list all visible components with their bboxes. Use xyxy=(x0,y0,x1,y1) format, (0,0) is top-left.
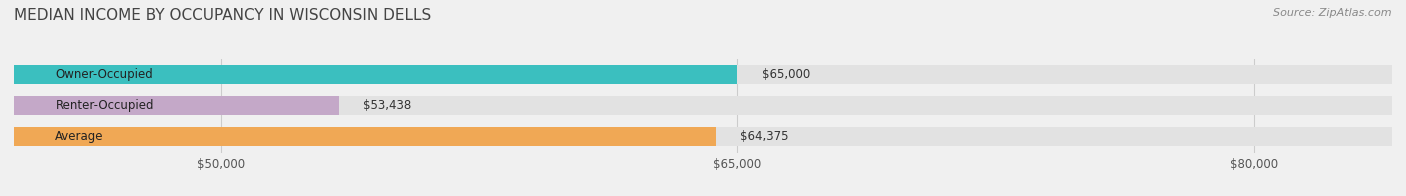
Text: MEDIAN INCOME BY OCCUPANCY IN WISCONSIN DELLS: MEDIAN INCOME BY OCCUPANCY IN WISCONSIN … xyxy=(14,8,432,23)
Text: Renter-Occupied: Renter-Occupied xyxy=(55,99,153,112)
Text: Owner-Occupied: Owner-Occupied xyxy=(55,68,153,81)
Bar xyxy=(14,96,1392,115)
Bar xyxy=(14,127,1392,146)
Bar xyxy=(14,96,339,115)
Text: $64,375: $64,375 xyxy=(740,130,789,143)
Bar xyxy=(14,65,1392,84)
Bar xyxy=(14,127,716,146)
Text: Average: Average xyxy=(55,130,104,143)
Text: $65,000: $65,000 xyxy=(762,68,810,81)
Bar xyxy=(14,65,738,84)
Text: Source: ZipAtlas.com: Source: ZipAtlas.com xyxy=(1274,8,1392,18)
Text: $53,438: $53,438 xyxy=(363,99,412,112)
